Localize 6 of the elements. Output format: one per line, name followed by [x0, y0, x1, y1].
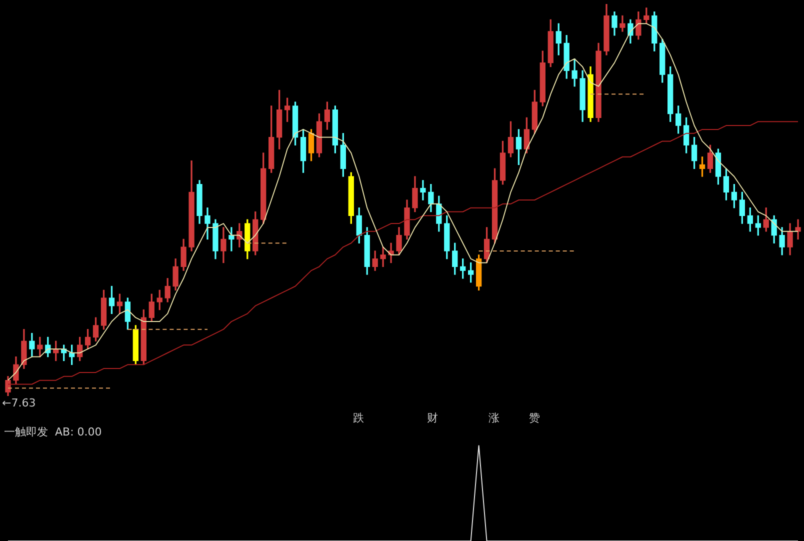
text: ←7.63 — [2, 396, 36, 410]
text: 财 — [427, 411, 438, 424]
text: 涨 — [488, 411, 500, 424]
chart-title: 一触即发 AB: 0.00 — [4, 425, 102, 438]
text: 赞 — [529, 411, 540, 424]
text: 跌 — [352, 411, 364, 424]
